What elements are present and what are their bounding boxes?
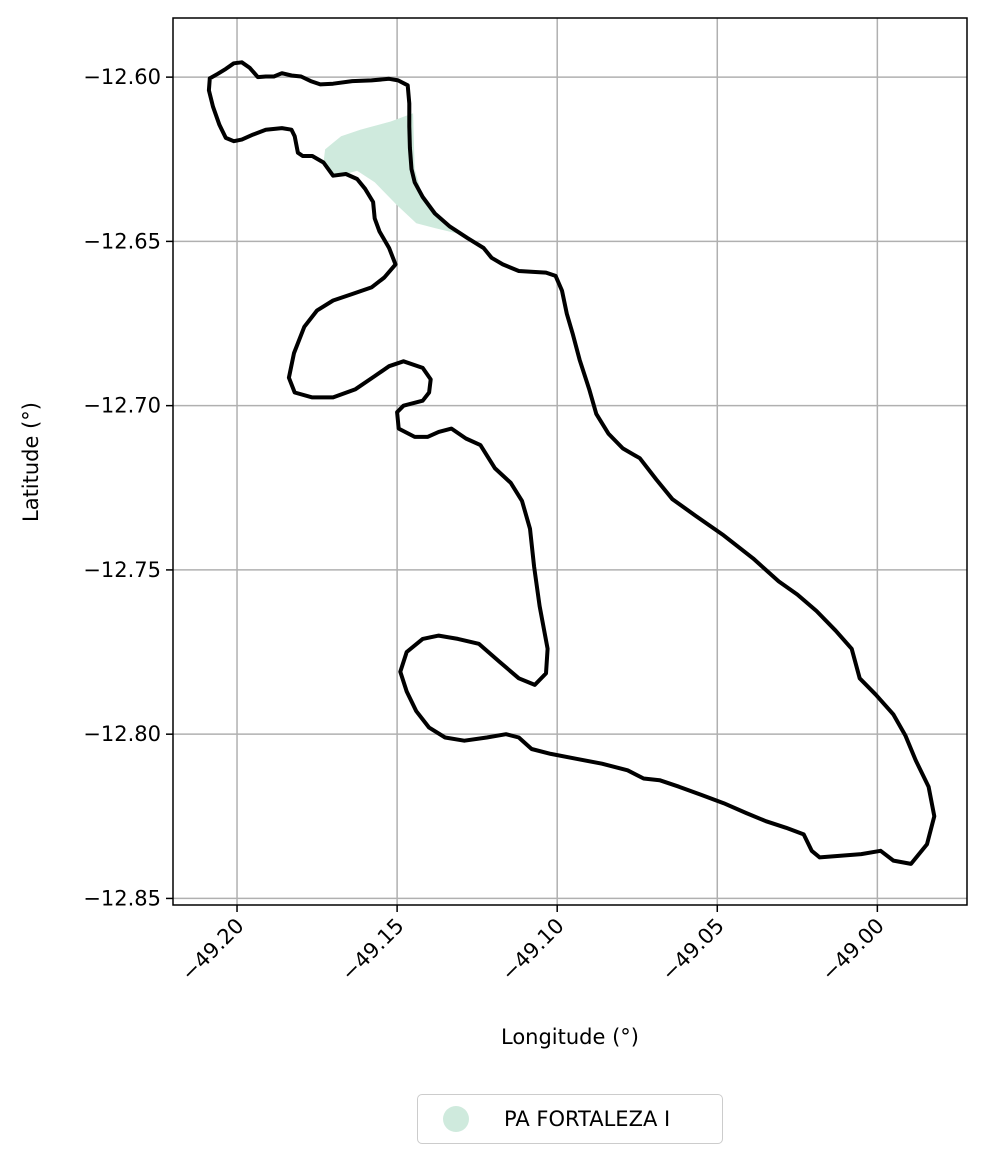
legend-label: PA FORTALEZA I: [504, 1107, 671, 1131]
x-tick-label: −49.15: [337, 914, 409, 986]
y-tick-label: −12.80: [83, 722, 161, 746]
x-tick-label: −49.00: [817, 914, 889, 986]
legend-swatch-icon: [443, 1106, 469, 1132]
x-tick-label: −49.05: [657, 914, 729, 986]
y-tick-label: −12.85: [83, 886, 161, 910]
x-tick-label: −49.20: [177, 914, 249, 986]
y-tick-labels: −12.60 −12.65 −12.70 −12.75 −12.80 −12.85: [83, 65, 161, 910]
axes-frame: [172, 17, 968, 906]
tick-marks: [166, 76, 879, 912]
x-tick-label: −49.10: [497, 914, 569, 986]
legend: PA FORTALEZA I: [417, 1094, 723, 1144]
x-axis-label: Longitude (°): [501, 1025, 639, 1049]
x-tick-labels: −49.20 −49.15 −49.10 −49.05 −49.00: [177, 914, 889, 986]
y-tick-label: −12.60: [83, 65, 161, 89]
y-tick-label: −12.75: [83, 558, 161, 582]
y-axis-label: Latitude (°): [19, 402, 43, 522]
y-tick-label: −12.70: [83, 394, 161, 418]
y-tick-label: −12.65: [83, 229, 161, 253]
boundary-outline: [206, 60, 937, 866]
grid-lines: [173, 18, 967, 905]
